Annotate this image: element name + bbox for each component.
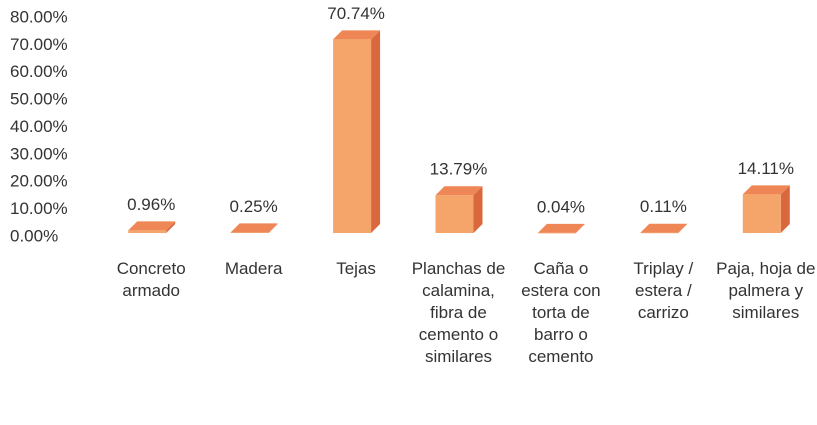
y-tick-label: 0.00% — [10, 226, 58, 245]
x-tick-label: Caña o estera con torta de barro o cemen… — [521, 259, 601, 366]
y-tick-label: 30.00% — [10, 144, 68, 163]
x-tick-label: Concreto armado — [116, 259, 186, 300]
bar-side — [575, 223, 585, 233]
y-tick-label: 80.00% — [10, 7, 68, 26]
y-tick-label: 60.00% — [10, 62, 68, 81]
bar — [333, 30, 381, 234]
bar-front — [537, 232, 576, 234]
value-label: 0.96% — [127, 195, 175, 214]
value-label: 0.25% — [230, 197, 278, 216]
bar-front — [435, 195, 474, 233]
bar-top — [333, 30, 381, 40]
x-tick-label: Planchas de calamina, fibra de cemento o… — [411, 259, 506, 366]
value-label: 70.74% — [327, 4, 385, 23]
y-tick-label: 20.00% — [10, 172, 68, 191]
y-tick-label: 50.00% — [10, 90, 68, 109]
x-tick-label: Madera — [224, 259, 283, 278]
bar-side — [371, 30, 381, 234]
bar-top — [537, 223, 585, 233]
bar-top — [435, 186, 483, 196]
bar — [537, 223, 585, 234]
bar-side — [268, 223, 278, 233]
bar — [640, 223, 688, 234]
value-label: 0.04% — [537, 197, 585, 216]
bar-side — [780, 185, 790, 233]
bar-top — [128, 221, 176, 231]
bar-front — [640, 232, 679, 234]
value-label: 0.11% — [640, 197, 687, 216]
bar-top — [230, 223, 278, 233]
bar-front — [128, 230, 167, 233]
bar-side — [166, 221, 176, 233]
bar-front — [230, 232, 269, 233]
bar-side — [473, 186, 483, 233]
bar — [230, 223, 278, 233]
y-tick-label: 10.00% — [10, 199, 68, 218]
x-tick-label: Triplay / estera / carrizo — [633, 259, 694, 322]
bar-front — [742, 194, 781, 233]
y-tick-label: 70.00% — [10, 35, 68, 54]
value-label: 13.79% — [430, 160, 488, 179]
bar — [742, 185, 790, 233]
x-tick-label: Paja, hoja de palmera y similares — [716, 259, 816, 322]
bar-front — [333, 39, 372, 234]
bar-top — [742, 185, 790, 195]
bar — [128, 221, 176, 233]
bar-side — [678, 223, 688, 233]
bar-top — [640, 223, 688, 233]
y-tick-label: 40.00% — [10, 117, 68, 136]
bar — [435, 186, 483, 233]
x-tick-label: Tejas — [336, 259, 376, 278]
value-label: 14.11% — [738, 159, 794, 178]
